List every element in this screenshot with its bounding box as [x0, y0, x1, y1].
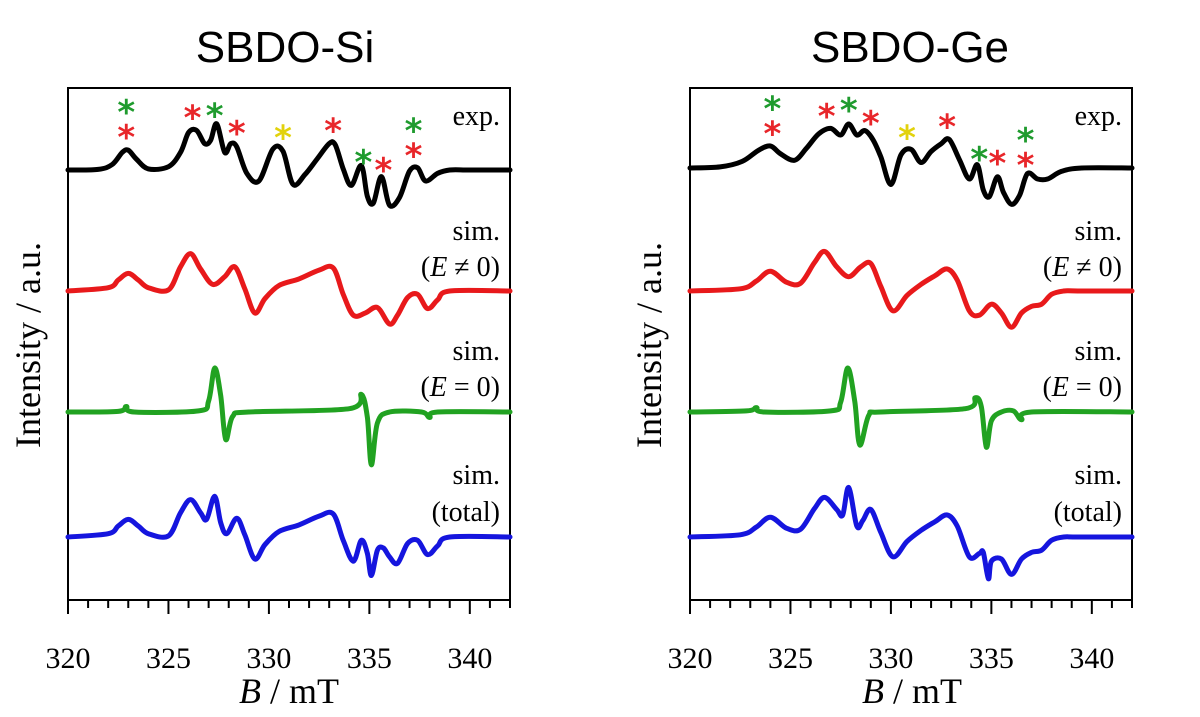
peak-marker-red-si: *: [375, 151, 393, 191]
trace-sim-e-zero-si: [65, 365, 513, 468]
x-axis-label-unit-si: / mT: [261, 671, 339, 711]
peak-marker-yellow-si: *: [274, 118, 292, 158]
label-sim-e-nonzero-line2-ge: (E ≠ 0): [1043, 252, 1122, 283]
panel-title-si: SBDO-Si: [196, 23, 374, 72]
label-sim-e-zero-line2-ge: (E = 0): [1042, 372, 1122, 403]
peak-marker-red-si: *: [228, 114, 246, 154]
label-sim-e-zero-line2-si: (E = 0): [420, 372, 500, 403]
x-ticks-si: [67, 600, 511, 614]
x-tick-label-si: 320: [46, 642, 91, 675]
x-tick-label-ge: 330: [868, 642, 913, 675]
peak-marker-green-si: *: [354, 143, 372, 183]
peak-marker-red-si: *: [324, 111, 342, 151]
x-tick-labels-si: 320 325 330 335 340: [46, 642, 493, 675]
x-tick-label-ge: 325: [768, 642, 813, 675]
x-axis-label-ge: B / mT: [862, 671, 962, 711]
label-exp-si: exp.: [453, 101, 500, 132]
x-tick-label-ge: 320: [668, 642, 713, 675]
label-sim-e-nonzero-line1-si: sim.: [453, 216, 500, 247]
label-sim-total-line1-si: sim.: [453, 460, 500, 491]
peak-marker-green-ge: *: [970, 140, 988, 180]
label-exp-ge: exp.: [1075, 101, 1122, 132]
trace-sim-e-nonzero-si: [65, 251, 513, 327]
y-axis-label-ge: Intensity / a.u.: [629, 242, 669, 448]
peak-marker-green-ge: *: [840, 91, 858, 131]
peak-marker-red-ge: *: [763, 115, 781, 155]
panel-sbdo-si: SBDO-Si Intensity / a.u. B / mT 320 325 33…: [8, 23, 513, 711]
peak-marker-green-ge: *: [763, 90, 781, 130]
label-sim-e-zero-line1-si: sim.: [453, 336, 500, 367]
peak-marker-red-si: *: [117, 118, 135, 158]
x-tick-label-si: 325: [146, 642, 191, 675]
x-tick-label-ge: 340: [1069, 642, 1114, 675]
x-axis-label-unit-ge: / mT: [884, 671, 962, 711]
panel-title-ge: SBDO-Ge: [811, 23, 1009, 72]
x-axis-label-var-si: B: [239, 671, 261, 711]
peak-markers-ge: ** * * * * ** ***: [763, 90, 1034, 186]
peak-marker-red-ge: *: [938, 108, 956, 148]
trace-sim-e-nonzero-ge: [687, 248, 1135, 330]
y-axis-label-si: Intensity / a.u.: [8, 242, 48, 448]
peak-marker-green-ge: *: [1017, 121, 1035, 161]
peak-marker-red-si: *: [184, 99, 202, 139]
peak-marker-red-ge: *: [862, 104, 880, 144]
peak-marker-yellow-ge: *: [898, 119, 916, 159]
x-tick-label-ge: 335: [969, 642, 1014, 675]
peak-marker-red-ge: *: [1017, 146, 1035, 186]
peak-markers-si: ** * * * * ** ***: [117, 93, 422, 191]
peak-marker-red-ge: *: [989, 144, 1007, 184]
x-axis-label-var-ge: B: [862, 671, 884, 711]
label-sim-e-zero-line1-ge: sim.: [1075, 336, 1122, 367]
peak-marker-red-ge: *: [818, 97, 836, 137]
x-axis-label-si: B / mT: [239, 671, 339, 711]
peak-marker-green-si: *: [405, 111, 423, 151]
x-ticks-ge: [689, 600, 1133, 614]
trace-sim-total-si: [65, 493, 513, 579]
x-tick-labels-ge: 320 325 330 335 340: [668, 642, 1115, 675]
trace-exp-ge: [687, 121, 1135, 207]
trace-exp-si: [65, 121, 513, 209]
label-sim-e-nonzero-line1-ge: sim.: [1075, 216, 1122, 247]
peak-marker-green-si: *: [117, 93, 135, 133]
x-tick-label-si: 335: [347, 642, 392, 675]
peak-marker-red-si: *: [405, 136, 423, 176]
x-tick-label-si: 330: [246, 642, 291, 675]
label-sim-e-nonzero-line2-si: (E ≠ 0): [421, 252, 500, 283]
label-sim-total-line2-si: (total): [432, 497, 500, 528]
trace-sim-e-zero-ge: [687, 365, 1135, 450]
label-sim-total-line2-ge: (total): [1054, 497, 1122, 528]
peak-marker-green-si: *: [206, 96, 224, 136]
label-sim-total-line1-ge: sim.: [1075, 460, 1122, 491]
x-tick-label-si: 340: [447, 642, 492, 675]
trace-sim-total-ge: [687, 484, 1135, 582]
panel-sbdo-ge: SBDO-Ge Intensity / a.u. B / mT 320 325 33…: [629, 23, 1135, 711]
